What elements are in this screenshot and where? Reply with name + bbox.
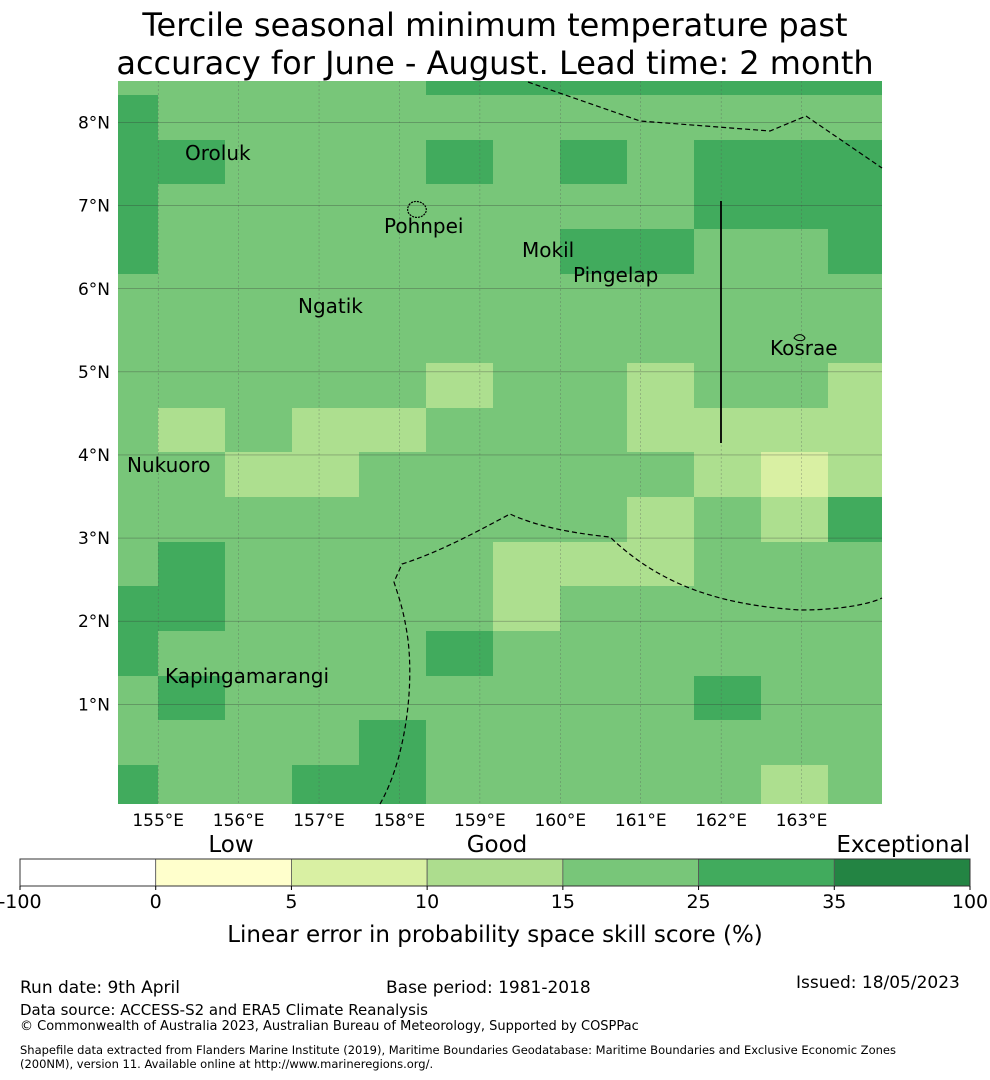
shapefile-credit-1: Shapefile data extracted from Flanders M… xyxy=(20,1043,896,1057)
colorbar-tick-label: -100 xyxy=(0,891,42,913)
grid-cell xyxy=(292,408,426,452)
colorbar-segment xyxy=(155,858,292,887)
grid-cell xyxy=(426,81,761,95)
pohnpei-outline xyxy=(407,200,427,219)
eez-boundaries xyxy=(379,81,883,805)
grid-cell xyxy=(761,452,828,497)
copyright: © Commonwealth of Australia 2023, Austra… xyxy=(20,1019,639,1034)
colorbar-tick-label: 35 xyxy=(822,891,846,913)
base-period: Base period: 1981-2018 xyxy=(386,978,591,998)
grid-cell xyxy=(828,229,882,274)
axis-ticks: 155°E 156°E 157°E 158°E 159°E 160°E 161°E 162°E… xyxy=(78,114,827,831)
colorbar-segment xyxy=(19,858,157,887)
colorbar-segment xyxy=(291,858,428,887)
grid-cell xyxy=(828,452,882,497)
lat-tick-label: 4°N xyxy=(78,446,110,466)
lat-tick-label: 5°N xyxy=(78,363,110,383)
eez-boundary-north xyxy=(527,81,883,169)
grid-cell xyxy=(761,765,828,804)
grid-cell xyxy=(828,497,882,542)
grid-cell xyxy=(158,542,225,631)
skill-grid xyxy=(118,81,882,804)
issued-date: Issued: 18/05/2023 xyxy=(796,973,960,993)
grid-cell xyxy=(694,408,828,452)
eez-boundary-south xyxy=(379,513,883,805)
grid-cell xyxy=(761,81,882,95)
colorbar-tick-label: 0 xyxy=(150,891,162,913)
colorbar-category-label: Good xyxy=(467,832,528,858)
grid-cell xyxy=(694,676,761,720)
island-label-mokil: Mokil xyxy=(522,238,574,262)
island-label-oroluk: Oroluk xyxy=(185,141,251,165)
colorbar-category-label: Low xyxy=(208,832,253,858)
island-label-ngatik: Ngatik xyxy=(298,294,363,318)
grid-cell xyxy=(426,140,493,184)
lat-tick-label: 7°N xyxy=(78,197,110,217)
grid-cell xyxy=(118,95,158,274)
island-label-nukuoro: Nukuoro xyxy=(127,453,211,477)
grid-cell xyxy=(158,140,225,184)
lat-tick-label: 3°N xyxy=(78,529,110,549)
island-label-kapingamarangi: Kapingamarangi xyxy=(165,664,329,688)
grid-cell xyxy=(118,765,158,804)
grid-cell xyxy=(426,631,493,676)
grid-cell xyxy=(426,363,493,408)
grid-cell xyxy=(627,497,694,586)
run-date: Run date: 9th April xyxy=(20,978,180,998)
lon-tick-label: 155°E xyxy=(132,811,184,831)
lon-tick-label: 157°E xyxy=(293,811,345,831)
grid-cell xyxy=(627,363,694,452)
grid-cell xyxy=(761,497,828,542)
colorbar: -100 0 5 10 15 25 35 100 Low Good Exceptional Linea… xyxy=(0,832,988,948)
kosrae-outline xyxy=(793,334,806,342)
colorbar-axis-label: Linear error in probability space skill … xyxy=(227,922,763,948)
lat-tick-label: 6°N xyxy=(78,280,110,300)
colorbar-tick-label: 5 xyxy=(285,891,297,913)
colorbar-tick-label: 100 xyxy=(952,891,988,913)
grid-cell xyxy=(158,676,225,720)
lon-tick-label: 156°E xyxy=(213,811,265,831)
colorbar-tick-label: 10 xyxy=(415,891,439,913)
lon-tick-label: 163°E xyxy=(776,811,828,831)
grid-cell xyxy=(292,765,359,804)
colorbar-segment xyxy=(698,858,835,887)
island-label-pingelap: Pingelap xyxy=(573,263,658,287)
grid-cell xyxy=(158,408,225,452)
lon-tick-label: 159°E xyxy=(454,811,506,831)
map-title: Tercile seasonal minimum temperature pas… xyxy=(0,6,990,82)
lon-tick-label: 160°E xyxy=(534,811,586,831)
grid-cell xyxy=(560,140,627,184)
grid-cell xyxy=(828,363,882,452)
colorbar-tick-label: 25 xyxy=(686,891,710,913)
colorbar-frame xyxy=(19,858,971,887)
colorbar-category-label: Exceptional xyxy=(836,832,970,858)
grid-cell xyxy=(493,542,560,631)
grid-cell xyxy=(560,542,627,586)
grid-cell xyxy=(225,452,359,497)
colorbar-segment xyxy=(833,858,971,887)
title-line-2: accuracy for June - August. Lead time: 2… xyxy=(116,44,874,82)
lon-tick-label: 158°E xyxy=(374,811,426,831)
colorbar-segment xyxy=(562,858,699,887)
shapefile-credit-2: (200NM), version 11. Available online at… xyxy=(20,1057,434,1071)
island-markers: OrolukPohnpeiMokilPingelapNgatikKosraeNu… xyxy=(127,141,838,688)
lon-tick-label: 161°E xyxy=(615,811,667,831)
title-line-1: Tercile seasonal minimum temperature pas… xyxy=(142,6,848,44)
grid-cell xyxy=(694,452,761,497)
grid-cell xyxy=(118,586,158,676)
island-label-pohnpei: Pohnpei xyxy=(384,214,464,238)
grid-cell xyxy=(560,229,694,274)
grid-cell xyxy=(359,720,426,804)
grid-cell xyxy=(694,140,882,229)
data-source: Data source: ACCESS-S2 and ERA5 Climate … xyxy=(20,1001,428,1019)
colorbar-tick-label: 15 xyxy=(551,891,575,913)
colorbar-segment xyxy=(426,858,564,887)
lat-tick-label: 8°N xyxy=(78,114,110,134)
lat-tick-label: 1°N xyxy=(78,695,110,715)
lon-tick-label: 162°E xyxy=(695,811,747,831)
lat-tick-label: 2°N xyxy=(78,612,110,632)
